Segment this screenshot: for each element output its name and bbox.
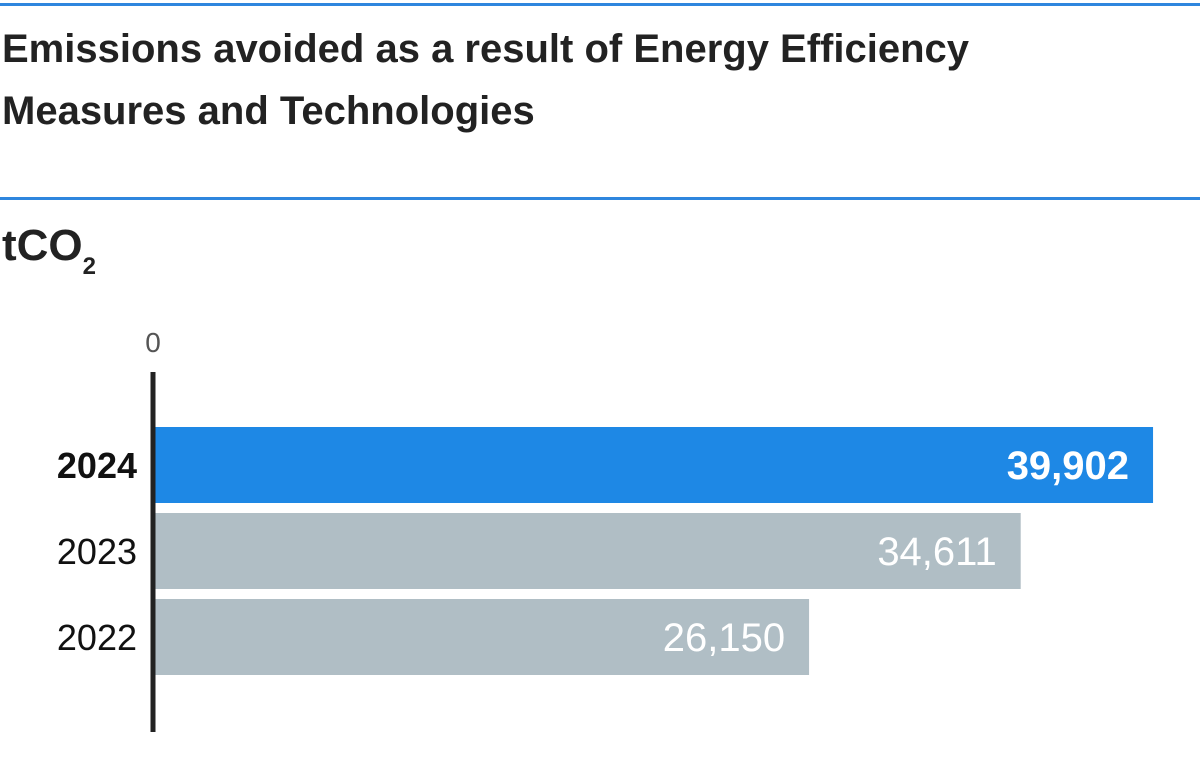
unit-label: tCO2 [2, 218, 96, 295]
value-label-2023: 34,611 [877, 530, 996, 574]
chart-title: Emissions avoided as a result of Energy … [2, 27, 970, 133]
unit-subscript: 2 [82, 253, 97, 280]
category-label-2023: 2023 [57, 531, 137, 572]
x-tick-label: 0 [145, 327, 161, 358]
value-label-2022: 26,150 [663, 616, 785, 660]
value-label-2024: 39,902 [1007, 444, 1129, 488]
bar-2023 [155, 513, 1021, 589]
bar-2024 [155, 427, 1154, 503]
bar-2022 [155, 599, 810, 675]
category-label-2024: 2024 [57, 445, 137, 486]
unit-base: tCO [2, 221, 83, 270]
category-label-2022: 2022 [57, 617, 137, 658]
top-rule [0, 3, 1200, 6]
section-rule [0, 197, 1200, 200]
